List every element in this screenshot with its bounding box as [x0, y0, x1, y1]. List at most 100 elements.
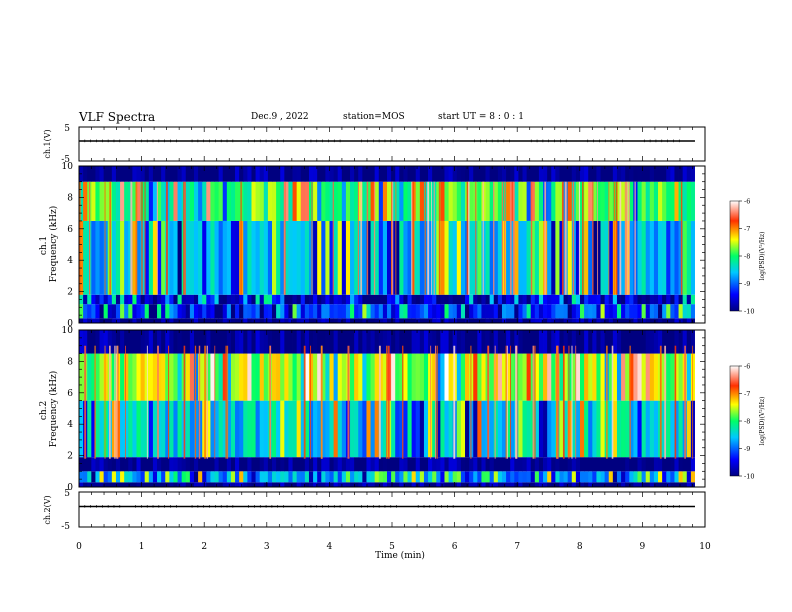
spec-cell	[592, 400, 597, 458]
spec-cell	[501, 471, 507, 483]
spec-cell	[559, 330, 564, 354]
spec-cell	[411, 471, 417, 483]
spec-cell	[559, 220, 564, 295]
spec-cell	[337, 400, 343, 458]
spec-cell	[235, 330, 240, 354]
x-tick-label: 8	[577, 542, 583, 552]
spec-cell	[485, 220, 491, 295]
spec-cell	[419, 457, 425, 472]
spec-cell	[173, 318, 178, 323]
spec-cell	[653, 181, 659, 221]
spec-cell	[563, 482, 569, 487]
spec-cell	[419, 400, 425, 458]
spec-cell	[366, 166, 371, 182]
spec-cell	[436, 353, 441, 401]
spec-cell	[206, 330, 211, 354]
spec-cell	[415, 482, 421, 487]
spec-cell	[543, 457, 548, 472]
spec-cell	[473, 353, 478, 401]
spec-cell	[382, 318, 388, 323]
spec-cell	[247, 482, 252, 487]
spec-cell	[152, 166, 158, 182]
spec-cell	[321, 471, 326, 483]
spec-cell	[198, 482, 203, 487]
freq-tick-label: 0	[67, 483, 73, 493]
spec-cell	[288, 220, 293, 295]
spec-cell	[407, 482, 413, 487]
spec-cell	[345, 318, 351, 323]
spec-cell	[103, 294, 109, 305]
spec-cell	[333, 482, 339, 487]
spec-cell	[674, 330, 679, 354]
spec-cell	[280, 457, 285, 472]
spec-cell	[362, 353, 367, 401]
spec-cell	[99, 482, 105, 487]
spec-cell	[575, 318, 581, 323]
spec-cell	[354, 304, 359, 319]
spec-cell	[308, 353, 314, 401]
spec-cell	[185, 304, 191, 319]
spec-cell	[625, 400, 630, 458]
spec-cell	[115, 181, 121, 221]
spec-cell	[428, 304, 433, 319]
spec-cell	[604, 166, 610, 182]
spec-cell	[637, 457, 642, 472]
spec-cell	[136, 181, 141, 221]
spec-cell	[304, 457, 310, 472]
spec-cell	[354, 457, 359, 472]
spec-cell	[403, 482, 408, 487]
spec-cell	[247, 166, 252, 182]
spec-cell	[169, 318, 174, 323]
spec-cell	[103, 220, 109, 295]
spec-cell	[444, 471, 449, 483]
spec-cell	[485, 457, 491, 472]
spec-cell	[193, 353, 199, 401]
spec-cell	[497, 471, 503, 483]
spec-cell	[469, 471, 474, 483]
spec-cell	[251, 294, 256, 305]
spec-cell	[592, 353, 597, 401]
spec-cell	[230, 220, 236, 295]
spec-cell	[272, 482, 277, 487]
spec-cell	[218, 457, 224, 472]
spec-cell	[313, 482, 318, 487]
spec-cell	[128, 304, 133, 319]
spec-cell	[226, 220, 232, 295]
spec-cell	[600, 294, 606, 305]
spec-cell	[399, 220, 404, 295]
spec-cell	[608, 330, 614, 354]
spec-cell	[354, 330, 359, 354]
spec-cell	[280, 318, 285, 323]
spec-cell	[120, 400, 125, 458]
spec-cell	[485, 330, 491, 354]
spec-cell	[107, 482, 113, 487]
spec-cell	[152, 318, 158, 323]
spec-cell	[341, 482, 347, 487]
spec-cell	[206, 294, 211, 305]
spec-cell	[625, 471, 630, 483]
spec-cell	[571, 304, 577, 319]
spec-cell	[206, 457, 211, 472]
spec-cell	[448, 330, 454, 354]
spec-cell	[136, 330, 141, 354]
spec-cell	[193, 330, 199, 354]
freq-tick-label: 2	[67, 288, 73, 298]
spec-cell	[465, 166, 470, 182]
spec-cell	[79, 482, 84, 487]
spec-cell	[514, 457, 519, 472]
spec-cell	[107, 166, 113, 182]
spec-cell	[198, 471, 203, 483]
spec-cell	[555, 471, 560, 483]
spec-cell	[465, 471, 470, 483]
spec-cell	[296, 353, 302, 401]
spec-cell	[247, 471, 252, 483]
spec-cell	[526, 304, 532, 319]
spec-cell	[653, 294, 659, 305]
spec-cell	[584, 330, 589, 354]
spec-cell	[678, 294, 684, 305]
spec-cell	[235, 318, 240, 323]
spec-cell	[456, 304, 462, 319]
spec-cell	[567, 318, 573, 323]
spec-cell	[526, 220, 532, 295]
